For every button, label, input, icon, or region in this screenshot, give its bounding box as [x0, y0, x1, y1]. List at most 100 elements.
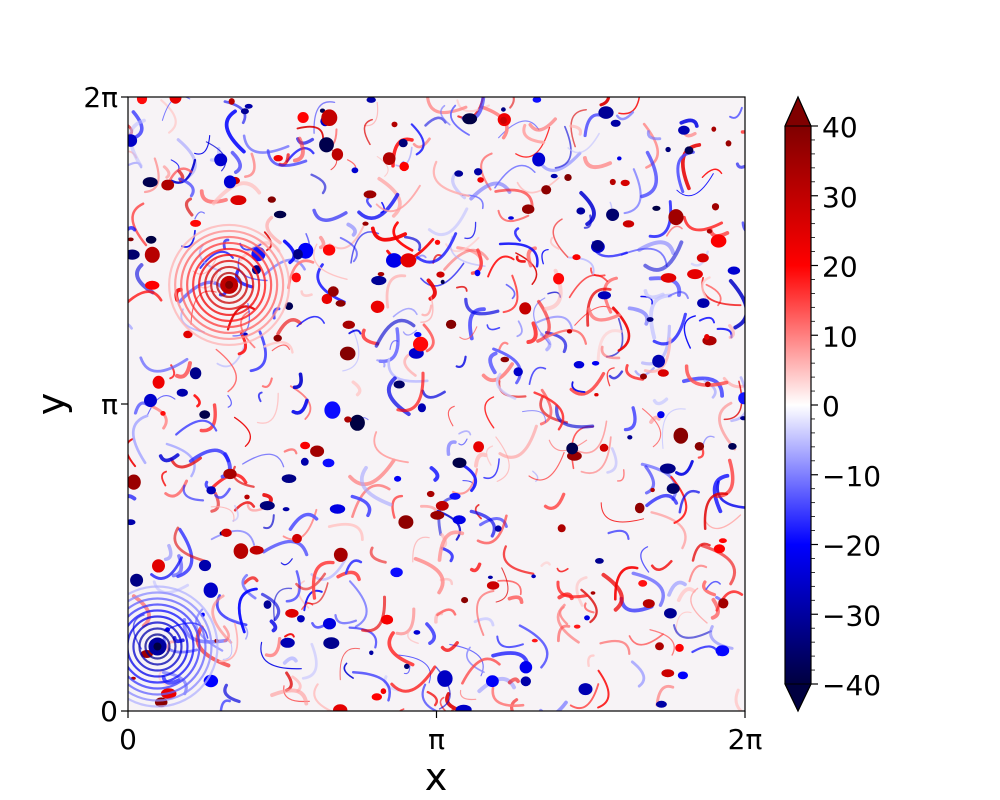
vorticity-filament [599, 97, 611, 107]
vorticity-filament [361, 595, 387, 633]
vortex-ring [210, 265, 249, 305]
x-axis-label: x [425, 755, 448, 799]
vorticity-filament [296, 125, 324, 140]
vorticity-filament [128, 226, 137, 232]
small-vortex [144, 246, 160, 263]
vorticity-filament [452, 468, 479, 495]
vorticity-filament [426, 97, 468, 115]
small-vortex [331, 148, 344, 161]
vorticity-filament [703, 492, 729, 531]
vorticity-filament [468, 307, 486, 341]
vorticity-filament [455, 355, 467, 368]
vorticity-filament [557, 624, 571, 643]
vorticity-filament [705, 580, 721, 591]
small-vortex [281, 474, 297, 483]
vorticity-filament [377, 176, 402, 218]
small-vortex [622, 220, 635, 228]
vorticity-filament [540, 561, 551, 567]
colorbar-tick-label: 40 [822, 111, 858, 144]
small-vortex [214, 153, 228, 167]
small-vortex [462, 113, 478, 125]
small-vortex [413, 336, 429, 352]
small-vortex [599, 443, 609, 452]
vorticity-filament [661, 408, 686, 449]
vorticity-filament [456, 285, 468, 292]
small-vortex [557, 524, 566, 533]
colorbar-tick-label: 0 [822, 390, 840, 423]
vorticity-filament [450, 708, 455, 711]
colorbar: 40 30 20 10 0 −10 −20 −30 −40 [784, 95, 881, 713]
vorticity-filament [675, 460, 694, 476]
vorticity-filament [476, 514, 508, 545]
small-vortex [659, 463, 676, 474]
small-vortex [660, 273, 677, 283]
small-vortex [710, 234, 727, 248]
vorticity-filament [188, 448, 231, 463]
small-vortex [474, 269, 481, 277]
vorticity-filament [232, 504, 239, 522]
vorticity-filament [375, 184, 421, 213]
vortex-ring [144, 633, 171, 660]
small-vortex [611, 120, 618, 126]
vorticity-filament [128, 437, 137, 468]
vorticity-filament [641, 408, 662, 448]
small-vortex [335, 300, 346, 307]
small-vortex [609, 178, 616, 186]
vorticity-filament [640, 546, 650, 573]
vorticity-filament [582, 156, 613, 170]
vorticity-filament [241, 573, 257, 600]
vorticity-filament [262, 493, 273, 504]
vorticity-filament [233, 501, 256, 512]
small-vortex [426, 490, 435, 498]
small-vortex [650, 487, 655, 493]
small-vortex [414, 331, 422, 338]
vorticity-filament [469, 509, 497, 538]
small-vortex [694, 442, 705, 451]
vorticity-filament [627, 306, 650, 326]
vorticity-filament [558, 606, 569, 626]
vorticity-filament [723, 380, 743, 421]
small-vortex [398, 515, 414, 529]
vorticity-filament [526, 246, 537, 268]
vorticity-filament [623, 168, 642, 215]
small-vortex [725, 140, 732, 147]
small-vortex [322, 458, 335, 468]
small-vortex [590, 591, 596, 595]
vorticity-filament [413, 556, 445, 595]
small-vortex [578, 683, 593, 696]
x-tick-label: π [428, 723, 445, 756]
small-vortex [176, 388, 188, 397]
vorticity-filament [491, 686, 525, 707]
vorticity-filament [295, 572, 327, 591]
small-vortex [576, 207, 586, 215]
vorticity-filament [684, 364, 729, 387]
vorticity-filament [450, 104, 470, 136]
vorticity-filament [464, 221, 477, 240]
vorticity-filament [158, 453, 180, 463]
vorticity-filament [712, 473, 730, 514]
vorticity-filament [502, 545, 535, 575]
small-vortex [322, 244, 336, 256]
vorticity-filament [291, 398, 309, 415]
small-vortex [435, 500, 449, 511]
small-vortex [500, 116, 507, 124]
vortex-ring [186, 241, 273, 329]
vorticity-filament [522, 410, 546, 423]
vorticity-filament [649, 415, 661, 424]
vorticity-filament [580, 436, 612, 474]
vorticity-filament [420, 296, 434, 323]
vorticity-filament [285, 570, 301, 603]
small-vortex [363, 190, 377, 199]
vorticity-filament [648, 200, 673, 238]
vorticity-filament [280, 558, 293, 566]
small-vortex [273, 210, 287, 219]
vorticity-filament [369, 546, 387, 564]
vortex-layer [128, 223, 291, 708]
vorticity-filament [650, 511, 687, 550]
vorticity-filament [387, 631, 415, 667]
vortex-ring [128, 591, 213, 702]
vorticity-filament [403, 353, 417, 377]
small-vortex [145, 235, 157, 244]
vorticity-filament [243, 576, 259, 585]
small-vortex [519, 661, 533, 674]
